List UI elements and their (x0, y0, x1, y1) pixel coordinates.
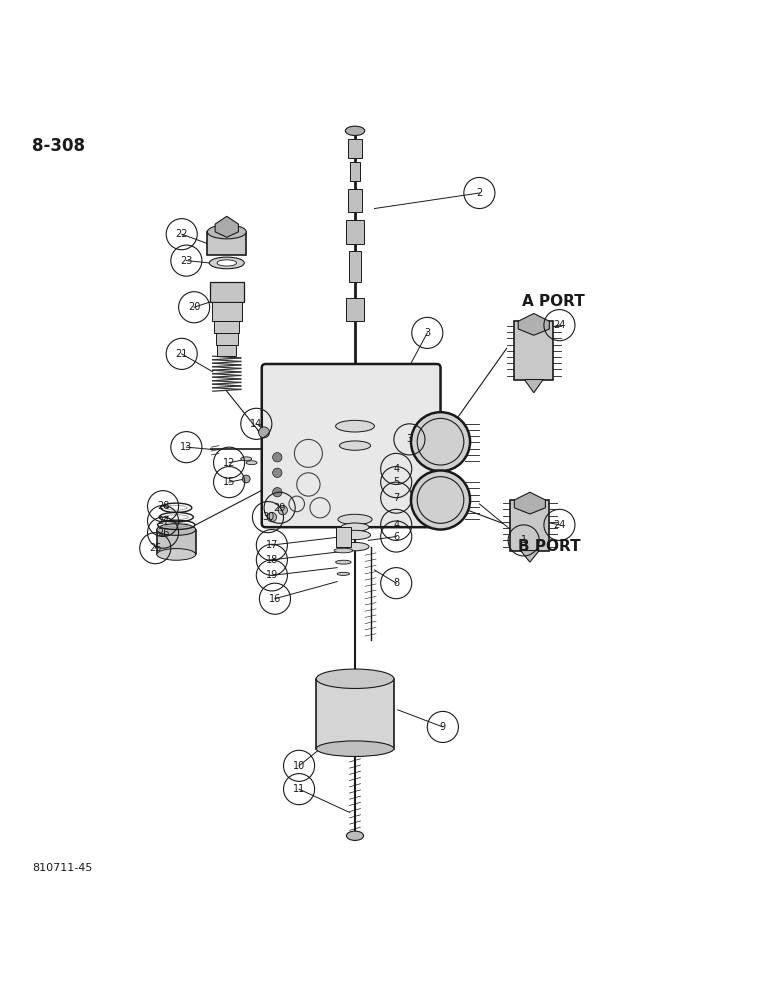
Ellipse shape (316, 669, 394, 688)
Text: B PORT: B PORT (518, 539, 581, 554)
Circle shape (259, 427, 270, 438)
Text: 26: 26 (157, 528, 169, 538)
Text: 17: 17 (266, 540, 278, 550)
Circle shape (243, 475, 250, 483)
Ellipse shape (316, 741, 394, 756)
Polygon shape (514, 492, 545, 514)
Ellipse shape (341, 542, 369, 551)
Ellipse shape (209, 257, 244, 269)
Bar (348, 189, 362, 212)
Ellipse shape (339, 441, 370, 450)
Ellipse shape (335, 420, 374, 432)
Text: 2: 2 (477, 188, 483, 198)
Bar (348, 139, 362, 158)
Bar (216, 333, 238, 345)
Bar (316, 679, 394, 749)
FancyBboxPatch shape (262, 364, 441, 527)
Text: 30: 30 (262, 512, 274, 522)
Text: 23: 23 (180, 256, 193, 266)
Ellipse shape (346, 126, 365, 135)
Text: 3: 3 (406, 434, 413, 444)
Text: 29: 29 (274, 503, 285, 513)
Ellipse shape (339, 530, 370, 540)
Text: 4: 4 (393, 520, 399, 530)
Bar (212, 302, 242, 321)
Text: 24: 24 (553, 520, 566, 530)
Text: 24: 24 (553, 320, 566, 330)
Polygon shape (520, 551, 539, 562)
Bar (218, 345, 236, 356)
Text: 7: 7 (393, 493, 399, 503)
Text: 19: 19 (266, 570, 278, 580)
Ellipse shape (334, 548, 353, 553)
Ellipse shape (341, 523, 369, 531)
Ellipse shape (241, 457, 252, 461)
Text: 10: 10 (293, 761, 305, 771)
Text: 27: 27 (157, 516, 169, 526)
Ellipse shape (246, 461, 257, 465)
Bar (349, 251, 361, 282)
Text: 1: 1 (520, 535, 526, 545)
Text: 9: 9 (440, 722, 446, 732)
Ellipse shape (346, 831, 363, 840)
Ellipse shape (338, 514, 372, 525)
Ellipse shape (335, 560, 351, 564)
Text: 810711-45: 810711-45 (33, 863, 93, 873)
Ellipse shape (337, 572, 349, 575)
Ellipse shape (157, 524, 196, 535)
Bar (510, 500, 549, 551)
Circle shape (411, 412, 470, 471)
Bar (514, 321, 553, 380)
Circle shape (273, 488, 282, 497)
Circle shape (273, 468, 282, 477)
Polygon shape (518, 313, 549, 335)
Text: A PORT: A PORT (522, 294, 585, 309)
Text: 6: 6 (393, 532, 399, 542)
Text: 18: 18 (266, 555, 278, 565)
Text: 16: 16 (269, 594, 281, 604)
Bar (350, 162, 360, 181)
Bar (215, 321, 239, 333)
Bar (207, 232, 246, 255)
Ellipse shape (217, 260, 236, 266)
Text: 11: 11 (293, 784, 305, 794)
Text: 3: 3 (424, 328, 431, 338)
Text: 22: 22 (176, 229, 188, 239)
Bar (335, 527, 351, 547)
Polygon shape (215, 216, 239, 237)
Bar (346, 220, 363, 244)
Text: 4: 4 (393, 464, 399, 474)
Circle shape (273, 453, 282, 462)
Circle shape (278, 505, 287, 515)
Ellipse shape (157, 549, 196, 560)
Bar (157, 530, 196, 554)
Bar (210, 282, 244, 302)
Text: 5: 5 (393, 477, 399, 487)
Circle shape (268, 512, 277, 522)
Text: 13: 13 (180, 442, 193, 452)
Text: 8-308: 8-308 (33, 137, 86, 155)
Bar (346, 298, 363, 321)
Text: 15: 15 (223, 477, 236, 487)
Ellipse shape (207, 225, 246, 239)
Text: 14: 14 (250, 419, 262, 429)
Text: 12: 12 (223, 458, 236, 468)
Text: 28: 28 (157, 501, 169, 511)
Text: 25: 25 (149, 543, 161, 553)
Circle shape (411, 470, 470, 530)
Text: 21: 21 (176, 349, 188, 359)
Text: 8: 8 (393, 578, 399, 588)
Polygon shape (524, 380, 543, 393)
Text: 20: 20 (188, 302, 200, 312)
